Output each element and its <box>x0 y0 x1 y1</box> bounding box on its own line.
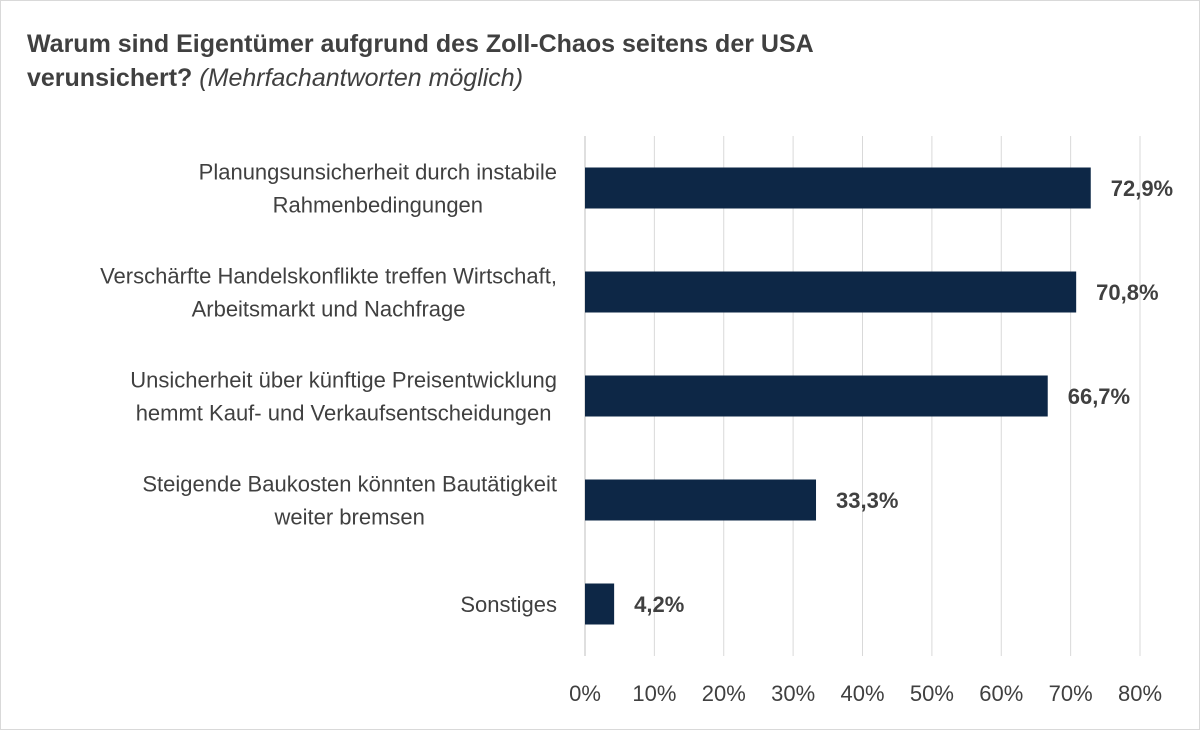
x-tick-label: 30% <box>771 681 815 706</box>
bar <box>585 583 615 625</box>
data-label: 72,9% <box>1111 176 1173 201</box>
bar <box>585 271 1077 313</box>
x-tick-label: 10% <box>632 681 676 706</box>
category-label: Steigende Baukosten könnten Bautätigkeit… <box>142 472 557 530</box>
x-tick-label: 70% <box>1049 681 1093 706</box>
data-label: 70,8% <box>1096 280 1158 305</box>
x-tick-label: 40% <box>840 681 884 706</box>
bar <box>585 375 1048 417</box>
category-label: Verschärfte Handelskonflikte treffen Wir… <box>100 264 557 322</box>
data-label: 33,3% <box>836 488 898 513</box>
x-tick-label: 60% <box>979 681 1023 706</box>
chart-subtitle: (Mehrfachantworten möglich) <box>199 64 524 92</box>
title-line-1: Warum sind Eigentümer aufgrund des Zoll-… <box>27 30 814 58</box>
category-label: Planungsunsicherheit durch instabile Rahm… <box>199 160 557 218</box>
chart-title: Warum sind Eigentümer aufgrund des Zoll-… <box>27 27 1127 95</box>
bar <box>585 479 817 521</box>
title-line-2: verunsichert? <box>27 64 193 92</box>
category-label: Sonstiges <box>460 592 557 617</box>
x-tick-label: 20% <box>702 681 746 706</box>
x-tick-label: 80% <box>1118 681 1162 706</box>
category-label: Unsicherheit über künftige Preisentwickl… <box>130 368 557 426</box>
data-label: 66,7% <box>1068 384 1130 409</box>
x-tick-label: 0% <box>569 681 601 706</box>
x-tick-label: 50% <box>910 681 954 706</box>
bar <box>585 167 1091 209</box>
data-label: 4,2% <box>634 592 684 617</box>
